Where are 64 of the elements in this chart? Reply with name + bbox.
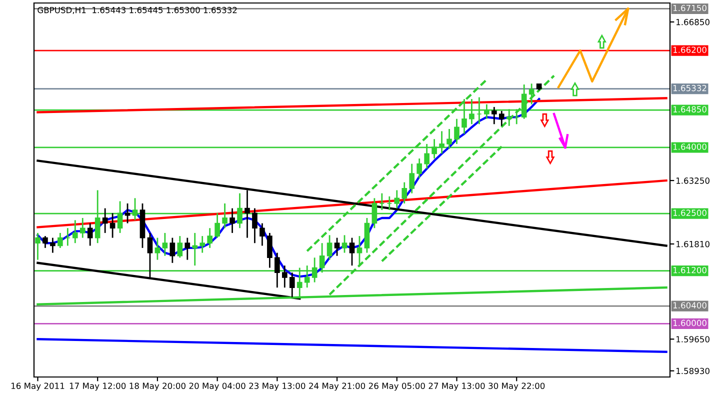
candlestick [80,217,86,238]
candlestick [528,82,534,106]
x-tick-label: 30 May 22:00 [488,382,545,391]
candlestick [349,237,355,266]
x-tick-label: 16 May 2011 [11,382,64,391]
ref-line-label: 1.67150 [673,4,706,12]
x-tick-label: 27 May 13:00 [428,382,485,391]
candlestick [282,264,288,288]
candlestick [274,252,280,288]
x-tick-label: 23 May 13:00 [249,382,306,391]
candlestick [207,227,212,249]
candlestick [184,237,190,261]
y-tick-label: 1.61810 [676,240,710,248]
candlestick [416,158,422,180]
candlestick [492,106,497,125]
candlestick [192,232,198,266]
candlestick [409,163,415,194]
y-tick-label: 1.63250 [676,178,710,184]
x-tick-label: 17 May 12:00 [70,382,126,391]
candlestick [498,110,504,127]
candlestick [244,190,250,238]
candlestick [222,202,228,229]
candlestick [334,237,340,257]
candlestick [394,190,400,209]
ref-line-label: 1.64850 [673,106,706,112]
candlestick [35,232,40,261]
candlestick [454,118,460,145]
x-tick-label: 26 May 05:00 [368,382,425,391]
candlestick [402,182,408,204]
candlestick [200,235,206,254]
candlestick [102,208,108,234]
candlestick [154,237,160,261]
ref-line-label: 1.62500 [673,210,706,216]
candlestick [177,235,183,258]
candlestick [124,202,130,224]
candlestick [252,208,258,244]
candlestick [214,212,220,238]
candlestick [230,208,235,234]
candlestick [87,222,93,246]
ref-line-label: 1.61200 [673,266,706,274]
candlestick [267,232,272,268]
x-tick-label: 20 May 04:00 [189,382,246,391]
ref-line-label: 1.65332 [673,84,706,92]
candlestick [356,235,362,266]
ref-line-label: 1.66200 [673,46,706,53]
y-tick-label: 1.66850 [676,18,710,26]
chart-title: GBPUSD,H1 1.65443 1.65445 1.65300 1.65332 [38,6,237,14]
y-tick-label: 1.58930 [676,368,710,374]
x-tick-label: 18 May 20:00 [130,382,186,391]
ref-line-label: 1.60400 [673,302,706,308]
candlestick [326,234,332,261]
x-tick-label: 24 May 21:00 [309,382,366,391]
candlestick [162,232,168,257]
candlestick [260,222,265,246]
candlestick [72,219,78,244]
y-tick-label: 1.59650 [676,336,710,342]
candlestick [110,212,116,238]
ref-line-label: 1.64000 [673,144,706,150]
candlestick [42,235,48,249]
candlestick [58,232,63,249]
candlestick [342,234,348,254]
ref-line-label: 1.60000 [673,320,706,326]
candlestick [50,237,56,254]
candlestick [170,237,176,264]
